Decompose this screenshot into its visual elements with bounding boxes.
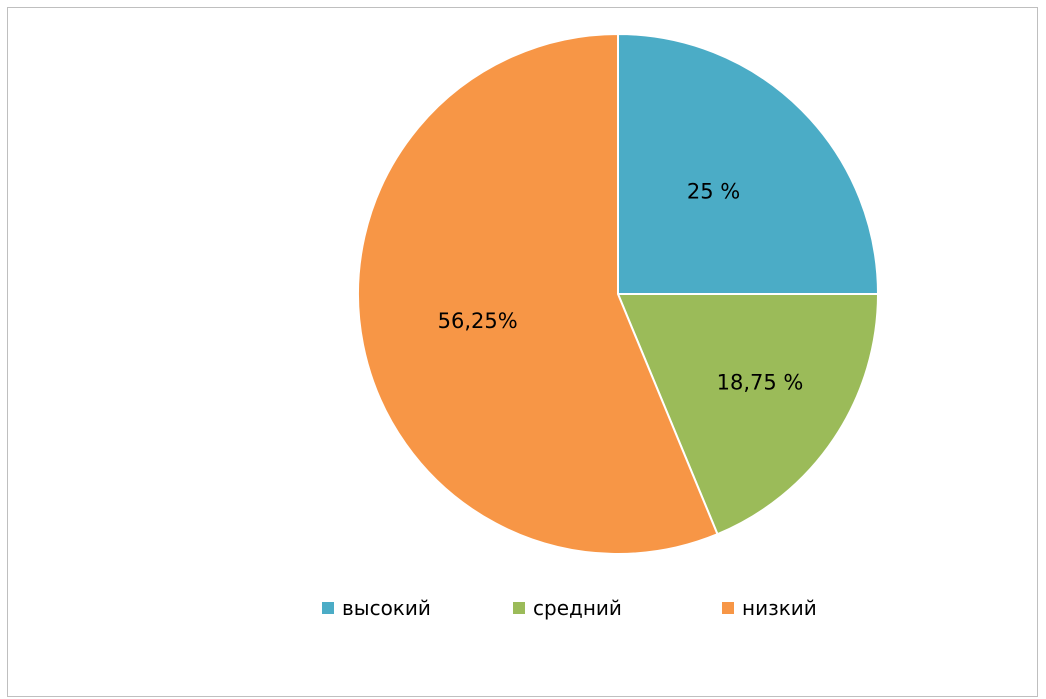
pie-data-labels: 25 % 18,75 % 56,25% [438, 179, 804, 394]
legend-label-sredniy: средний [533, 596, 622, 620]
legend-item-vysokiy: высокий [322, 592, 431, 624]
legend-label-vysokiy: высокий [342, 596, 431, 620]
pie-slices [357, 33, 879, 555]
data-label-sredniy: 18,75 % [717, 371, 804, 395]
legend: высокий средний низкий [0, 592, 1046, 624]
pie-slice-nizkiy [357, 33, 719, 555]
legend-swatch-nizkiy [722, 602, 734, 614]
pie-slice-vysokiy [617, 33, 879, 295]
legend-item-sredniy: средний [513, 592, 622, 624]
data-label-nizkiy: 56,25% [438, 309, 518, 333]
data-label-vysokiy: 25 % [687, 179, 740, 203]
pie-slice-sredniy [617, 293, 879, 536]
legend-swatch-sredniy [513, 602, 525, 614]
legend-item-nizkiy: низкий [722, 592, 817, 624]
legend-label-nizkiy: низкий [742, 596, 817, 620]
legend-swatch-vysokiy [322, 602, 334, 614]
